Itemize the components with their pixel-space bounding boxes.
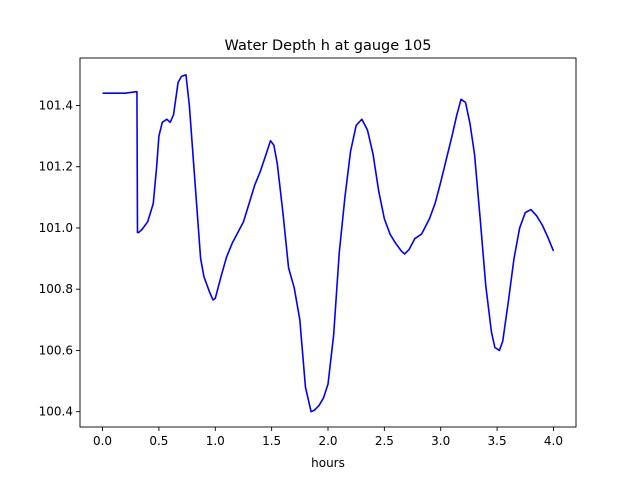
series-line-0 (102, 74, 555, 413)
y-tick-label: 101.2 (39, 160, 73, 174)
chart-title: Water Depth h at gauge 105 (225, 38, 432, 54)
axes-frame (79, 57, 577, 428)
x-axis-label: hours (311, 456, 345, 470)
y-tick-label: 100.6 (39, 343, 73, 357)
x-tick-label: 4.0 (544, 434, 563, 448)
x-tick-label: 2.0 (318, 434, 337, 448)
y-axis: 100.4 100.6 100.8 101.0 101.2 101.4 (39, 98, 80, 419)
x-axis: 0.0 0.5 1.0 1.5 2.0 2.5 3.0 3.5 4.0 (93, 427, 563, 448)
x-tick-label: 2.5 (375, 434, 394, 448)
y-tick-label: 101.0 (39, 221, 73, 235)
x-tick-label: 3.5 (488, 434, 507, 448)
x-tick-label: 3.0 (431, 434, 450, 448)
x-tick-label: 0.5 (149, 434, 168, 448)
y-tick-label: 100.4 (39, 405, 73, 419)
plot-area (79, 57, 577, 428)
y-tick-label: 101.4 (39, 98, 73, 112)
x-tick-label: 1.0 (206, 434, 225, 448)
x-tick-label: 1.5 (262, 434, 281, 448)
y-tick-label: 100.8 (39, 282, 73, 296)
x-tick-label: 0.0 (93, 434, 112, 448)
